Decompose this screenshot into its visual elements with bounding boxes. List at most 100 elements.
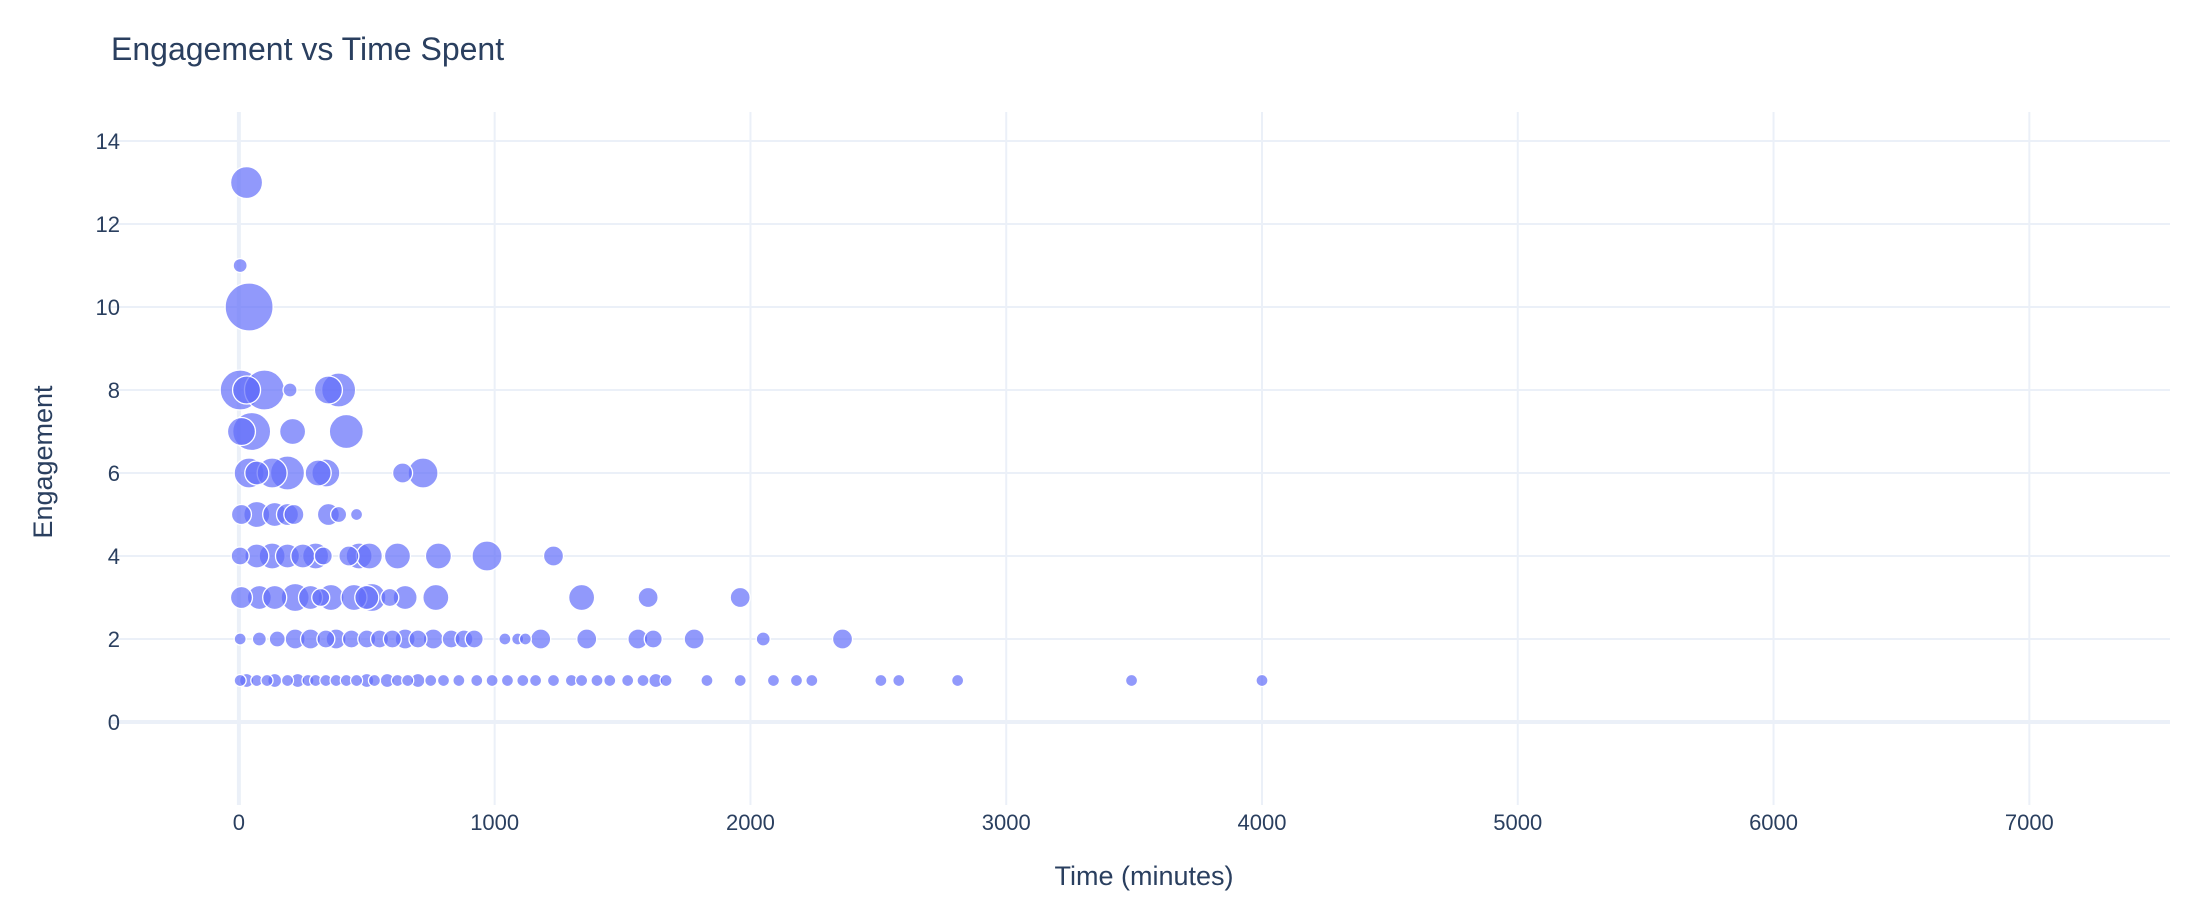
x-tick-label: 0 <box>233 810 245 835</box>
data-point <box>516 673 530 688</box>
data-point <box>546 673 561 688</box>
data-point <box>328 413 364 450</box>
y-tick-labels: 0 2 4 6 8 10 12 14 <box>96 129 120 735</box>
data-point <box>636 673 650 688</box>
data-point <box>422 583 450 612</box>
y-tick-label: 2 <box>108 627 120 652</box>
data-point <box>733 673 747 688</box>
data-point <box>262 584 288 611</box>
x-tick-label: 7000 <box>2005 810 2054 835</box>
data-point <box>349 507 364 522</box>
data-point <box>950 673 965 688</box>
data-point <box>233 673 247 688</box>
data-point <box>313 546 333 566</box>
data-point <box>355 542 383 570</box>
data-point <box>470 673 484 688</box>
y-tick-label: 8 <box>108 378 120 403</box>
x-tick-label: 1000 <box>470 810 519 835</box>
data-point <box>280 673 295 688</box>
x-tick-label: 4000 <box>1238 810 1287 835</box>
data-point <box>224 282 274 332</box>
data-point <box>436 673 451 688</box>
data-point <box>304 459 332 487</box>
data-point <box>590 673 604 688</box>
data-point <box>260 673 274 688</box>
x-axis-title: Time (minutes) <box>1054 861 1233 891</box>
y-tick-label: 12 <box>96 212 120 237</box>
data-point <box>226 416 257 447</box>
y-axis-title: Engagement <box>28 385 58 539</box>
data-point <box>383 542 412 570</box>
data-point <box>892 673 906 688</box>
data-point <box>251 631 268 647</box>
data-point <box>637 586 659 609</box>
y-tick-label: 14 <box>96 129 120 154</box>
data-point <box>729 586 751 609</box>
data-point <box>232 257 248 274</box>
data-point <box>518 632 533 646</box>
data-point <box>498 632 512 646</box>
data-point <box>229 165 264 200</box>
data-point <box>831 628 854 650</box>
x-tick-label: 2000 <box>726 810 775 835</box>
data-point <box>329 505 348 524</box>
data-point <box>311 587 331 608</box>
data-point <box>452 673 466 688</box>
data-point <box>382 629 403 649</box>
data-point <box>282 382 298 398</box>
data-point <box>231 375 262 405</box>
data-point <box>367 673 382 688</box>
x-tick-labels: 0 1000 2000 3000 4000 5000 6000 7000 <box>233 810 2054 835</box>
data-point <box>424 542 453 570</box>
data-point <box>621 673 635 688</box>
data-point <box>244 460 270 486</box>
data-point <box>530 628 552 650</box>
y-tick-label: 6 <box>108 461 120 486</box>
data-point <box>755 631 771 647</box>
data-point <box>805 673 819 688</box>
data-point <box>1255 673 1269 688</box>
x-tick-label: 5000 <box>1493 810 1542 835</box>
data-point <box>576 628 598 650</box>
data-point <box>408 629 428 649</box>
data-point <box>603 673 617 688</box>
data-point <box>683 628 705 650</box>
data-point <box>528 673 543 688</box>
data-point <box>391 462 414 484</box>
data-point <box>230 503 253 526</box>
data-point <box>229 585 254 610</box>
data-point <box>574 673 589 688</box>
data-point <box>766 673 781 688</box>
data-point <box>464 629 484 649</box>
data-point <box>268 630 286 648</box>
data-point <box>874 673 888 688</box>
data-point <box>471 540 503 572</box>
data-point <box>401 673 415 688</box>
data-point <box>349 673 364 688</box>
data-point <box>567 583 596 612</box>
data-point <box>1124 673 1139 688</box>
x-gridlines <box>236 112 2031 805</box>
chart-title: Engagement vs Time Spent <box>111 31 504 67</box>
y-tick-label: 10 <box>96 295 120 320</box>
data-point <box>313 375 344 405</box>
y-tick-label: 0 <box>108 710 120 735</box>
data-points <box>219 165 1269 689</box>
y-tick-label: 4 <box>108 544 120 569</box>
data-point <box>233 632 247 646</box>
y-gridlines <box>111 140 2170 725</box>
data-point <box>485 673 499 688</box>
data-point <box>700 673 714 688</box>
data-point <box>424 673 438 688</box>
data-point <box>316 629 336 649</box>
data-point <box>290 543 316 569</box>
data-point <box>230 546 250 566</box>
data-point <box>380 587 400 608</box>
data-point <box>278 417 307 446</box>
x-tick-label: 3000 <box>982 810 1031 835</box>
data-point <box>789 673 804 688</box>
x-tick-label: 6000 <box>1749 810 1798 835</box>
data-point <box>500 673 515 688</box>
